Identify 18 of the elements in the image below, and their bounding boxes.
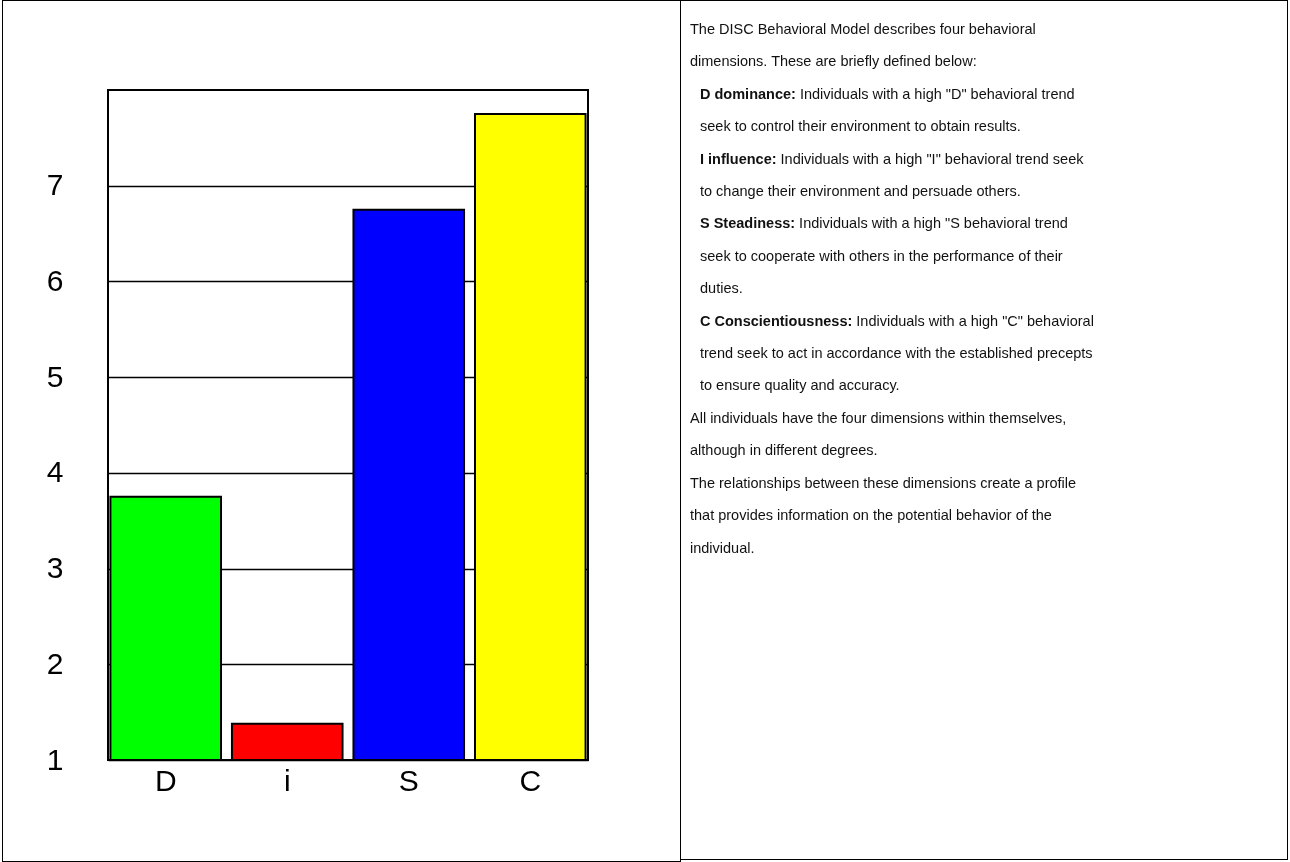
text: C Conscientiousness: Individuals with a high "C" behavioral trend seek to act in accordance with the established precepts to ensure quality and accuracy.	[700, 311, 1095, 396]
y-tick-label: 4	[46, 455, 64, 489]
y-tick-label: 1	[46, 742, 64, 776]
x-tick-label: C	[519, 763, 542, 797]
y-tick-label: 7	[46, 168, 64, 202]
text: I influence: Individuals with a high "I" behavioral trend seek to change their environment and persuade others.	[700, 149, 1085, 202]
y-tick-label: 3	[46, 551, 64, 585]
text: D dominance: Individuals with a high "D" behavioral trend seek to control their environment to obtain results.	[700, 84, 1076, 137]
text: S Steadiness: Individuals with a high "S behavioral trend seek to cooperate with others in the performance of their duties.	[700, 214, 1069, 299]
text: The DISC Behavioral Model describes four behavioral dimensions. These are briefly defined below:	[690, 20, 1037, 72]
text: The relationships between these dimensions create a profile that provides information on the potential behavior of the individual.	[690, 473, 1078, 558]
x-tick-label: i	[283, 763, 291, 797]
y-tick-label: 5	[46, 359, 64, 393]
x-tick-label: D	[154, 763, 177, 797]
y-tick-label: 2	[46, 646, 64, 680]
x-tick-label: S	[398, 763, 419, 797]
text: All individuals have the four dimensions within themselves, although in different degrees.	[690, 408, 1068, 461]
y-tick-label: 6	[46, 263, 64, 297]
